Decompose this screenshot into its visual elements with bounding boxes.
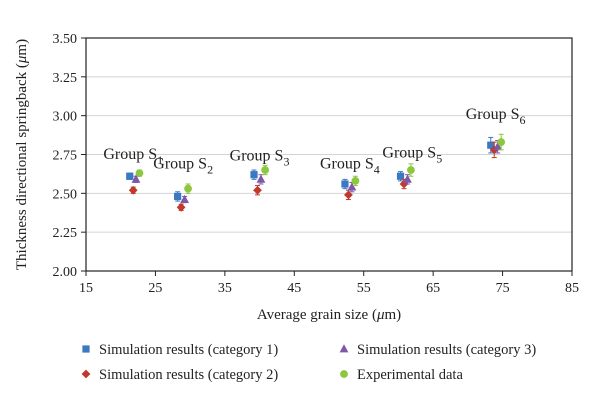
- x-axis-label-prefix: Average grain size (: [257, 307, 377, 323]
- data-point: [261, 166, 270, 174]
- group-label-text: Group S: [153, 155, 207, 172]
- x-tick-label: 75: [496, 281, 510, 296]
- data-point: [407, 166, 415, 174]
- x-axis-label: Average grain size (μm): [257, 307, 401, 323]
- x-tick-label: 45: [287, 281, 301, 296]
- x-axis-ticks: 15 25 35 45 55 65 75 85: [79, 271, 579, 296]
- data-point: [341, 180, 349, 188]
- legend: Simulation results (category 1) Simulatio…: [81, 342, 536, 383]
- group-label: Group S6: [466, 106, 526, 127]
- group-label-text: Group S: [230, 148, 284, 165]
- legend-marker: [82, 345, 90, 353]
- group-label-subscript: 3: [283, 155, 289, 169]
- group-label-text: Group S: [382, 145, 436, 162]
- group-label-subscript: 6: [520, 113, 526, 127]
- legend-marker: [340, 370, 348, 378]
- x-axis-label-suffix: m): [384, 307, 401, 323]
- data-point: [126, 172, 134, 180]
- y-tick-label: 3.00: [53, 110, 78, 125]
- data-point: [184, 184, 192, 193]
- data-point: [493, 141, 503, 151]
- x-tick-label: 85: [565, 281, 579, 296]
- legend-marker: [81, 369, 91, 379]
- group-label-text: Group S: [103, 146, 157, 163]
- y-axis-label-suffix: m): [14, 39, 30, 56]
- legend-label: Simulation results (category 3): [357, 342, 536, 358]
- group-label: Group S1: [103, 146, 163, 167]
- series-1: [126, 136, 495, 202]
- series-4: [135, 133, 506, 194]
- x-tick-label: 35: [218, 281, 232, 296]
- group-label: Group S4: [320, 155, 380, 176]
- y-axis-label-prefix: Thickness directional springback (: [14, 63, 30, 270]
- data-point: [487, 141, 495, 149]
- data-point: [399, 179, 409, 189]
- y-axis-label: Thickness directional springback (μm): [14, 39, 30, 270]
- data-point: [128, 185, 138, 195]
- data-point: [180, 194, 189, 203]
- legend-label: Simulation results (category 2): [99, 367, 278, 383]
- y-tick-label: 3.50: [53, 32, 78, 47]
- series-3: [131, 140, 503, 204]
- x-tick-label: 15: [79, 281, 93, 296]
- data-point: [256, 174, 266, 183]
- data-point: [351, 177, 360, 185]
- group-label-text: Group S: [320, 155, 374, 172]
- legend-label: Simulation results (category 1): [99, 342, 278, 358]
- data-point: [131, 174, 141, 183]
- x-tick-label: 55: [357, 281, 371, 296]
- x-tick-label: 25: [148, 281, 162, 296]
- data-point: [176, 202, 186, 212]
- legend-item: Simulation results (category 1): [82, 342, 278, 358]
- y-tick-label: 2.75: [53, 149, 78, 164]
- group-label: Group S5: [382, 145, 442, 166]
- group-label-text: Group S: [466, 106, 520, 123]
- legend-marker: [339, 344, 349, 353]
- data-point: [396, 172, 405, 180]
- data-series: [126, 133, 506, 212]
- group-label-subscript: 1: [157, 153, 163, 167]
- grid-lines: [86, 76, 572, 233]
- legend-item: Simulation results (category 2): [81, 367, 278, 383]
- y-axis-ticks: 2.00 2.25 2.50 2.75 3.00 3.25 3.50: [53, 32, 86, 280]
- group-label-subscript: 4: [374, 162, 380, 176]
- data-point: [497, 138, 506, 146]
- data-point: [344, 190, 353, 200]
- data-point: [135, 169, 144, 178]
- y-tick-label: 2.50: [53, 187, 78, 202]
- y-tick-label: 2.00: [53, 265, 78, 280]
- group-label: Group S2: [153, 155, 213, 176]
- data-point: [253, 185, 262, 195]
- data-point: [250, 171, 258, 179]
- x-tick-label: 65: [426, 281, 440, 296]
- y-axis-label-unit: μ: [14, 55, 30, 64]
- data-point: [403, 174, 412, 183]
- group-label: Group S3: [230, 148, 290, 169]
- x-axis-label-unit: μ: [376, 307, 385, 323]
- legend-item: Simulation results (category 3): [339, 342, 536, 358]
- legend-label: Experimental data: [357, 367, 463, 383]
- data-point: [174, 192, 182, 201]
- legend-item: Experimental data: [340, 367, 463, 383]
- group-label-subscript: 5: [436, 152, 442, 166]
- y-tick-label: 3.25: [53, 71, 78, 86]
- data-point: [347, 182, 357, 191]
- y-tick-label: 2.25: [53, 226, 78, 241]
- group-label-subscript: 2: [207, 162, 213, 176]
